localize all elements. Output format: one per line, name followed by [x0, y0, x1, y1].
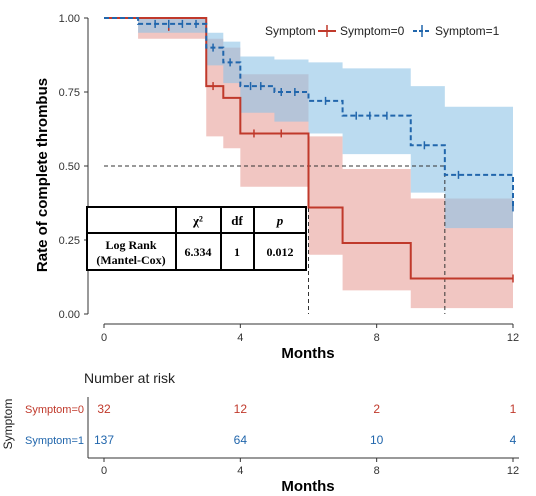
- series-0-survival-curve: [104, 17, 513, 280]
- x-axis-title: Months: [281, 345, 334, 362]
- risk-table-ylabel: Symptom: [1, 399, 15, 450]
- risk-axes: 0 4 8 12: [87, 397, 519, 477]
- survival-curves: [104, 17, 514, 280]
- y-tick-label-2: 0.50: [59, 161, 80, 173]
- stats-header-p: p: [276, 213, 284, 228]
- x-tick-label-0: 0: [101, 332, 107, 344]
- risk-row-label-symptom1: Symptom=1: [25, 435, 84, 447]
- risk-x-tick-label-0: 0: [101, 465, 107, 477]
- y-axis-title: Rate of complete thrombus: [34, 78, 51, 272]
- risk-value-row1-col3: 4: [510, 433, 517, 447]
- legend-title: Symptom: [265, 24, 316, 38]
- x-tick-label-1: 4: [237, 332, 243, 344]
- stats-value-p: 0.012: [267, 245, 294, 259]
- stats-header-chi2: χ²: [192, 213, 203, 228]
- risk-value-row0-col3: 1: [510, 402, 517, 416]
- risk-table-title: Number at risk: [84, 370, 176, 386]
- risk-x-tick-label-1: 4: [237, 465, 243, 477]
- risk-x-tick-label-3: 12: [507, 465, 519, 477]
- y-tick-label-3: 0.75: [59, 87, 80, 99]
- censor-marks: [154, 19, 514, 283]
- risk-x-axis-title: Months: [281, 478, 334, 495]
- y-tick-label-4: 1.00: [59, 13, 80, 25]
- risk-values: 32 12 2 1 137 64 10 4: [94, 402, 517, 447]
- risk-value-row0-col1: 12: [234, 402, 248, 416]
- risk-value-row1-col0: 137: [94, 433, 114, 447]
- x-tick-label-3: 12: [507, 332, 519, 344]
- legend-label-symptom1: Symptom=1: [435, 24, 500, 38]
- series-1-survival-curve: [104, 17, 514, 208]
- stats-row-label-2: (Mantel-Cox): [96, 253, 165, 267]
- series-1-ci-band: [104, 18, 513, 229]
- stats-value-df: 1: [234, 245, 240, 259]
- x-tick-label-2: 8: [374, 332, 380, 344]
- stats-header-df: df: [231, 213, 243, 228]
- stats-row-label-1: Log Rank: [105, 238, 156, 252]
- risk-value-row1-col2: 10: [370, 433, 384, 447]
- risk-value-row0-col2: 2: [373, 402, 380, 416]
- risk-x-tick-label-2: 8: [374, 465, 380, 477]
- legend: Symptom Symptom=0 Symptom=1: [265, 24, 500, 38]
- legend-label-symptom0: Symptom=0: [340, 24, 405, 38]
- y-tick-label-0: 0.00: [59, 309, 80, 321]
- y-tick-label-1: 0.25: [59, 235, 80, 247]
- stats-table-frame: [86, 206, 307, 271]
- risk-value-row0-col0: 32: [97, 402, 111, 416]
- stats-value-chi2: 6.334: [185, 245, 212, 259]
- stats-table: χ² df p Log Rank (Mantel-Cox) 6.334 1 0.…: [86, 206, 307, 271]
- risk-row-label-symptom0: Symptom=0: [25, 404, 84, 416]
- risk-value-row1-col1: 64: [234, 433, 248, 447]
